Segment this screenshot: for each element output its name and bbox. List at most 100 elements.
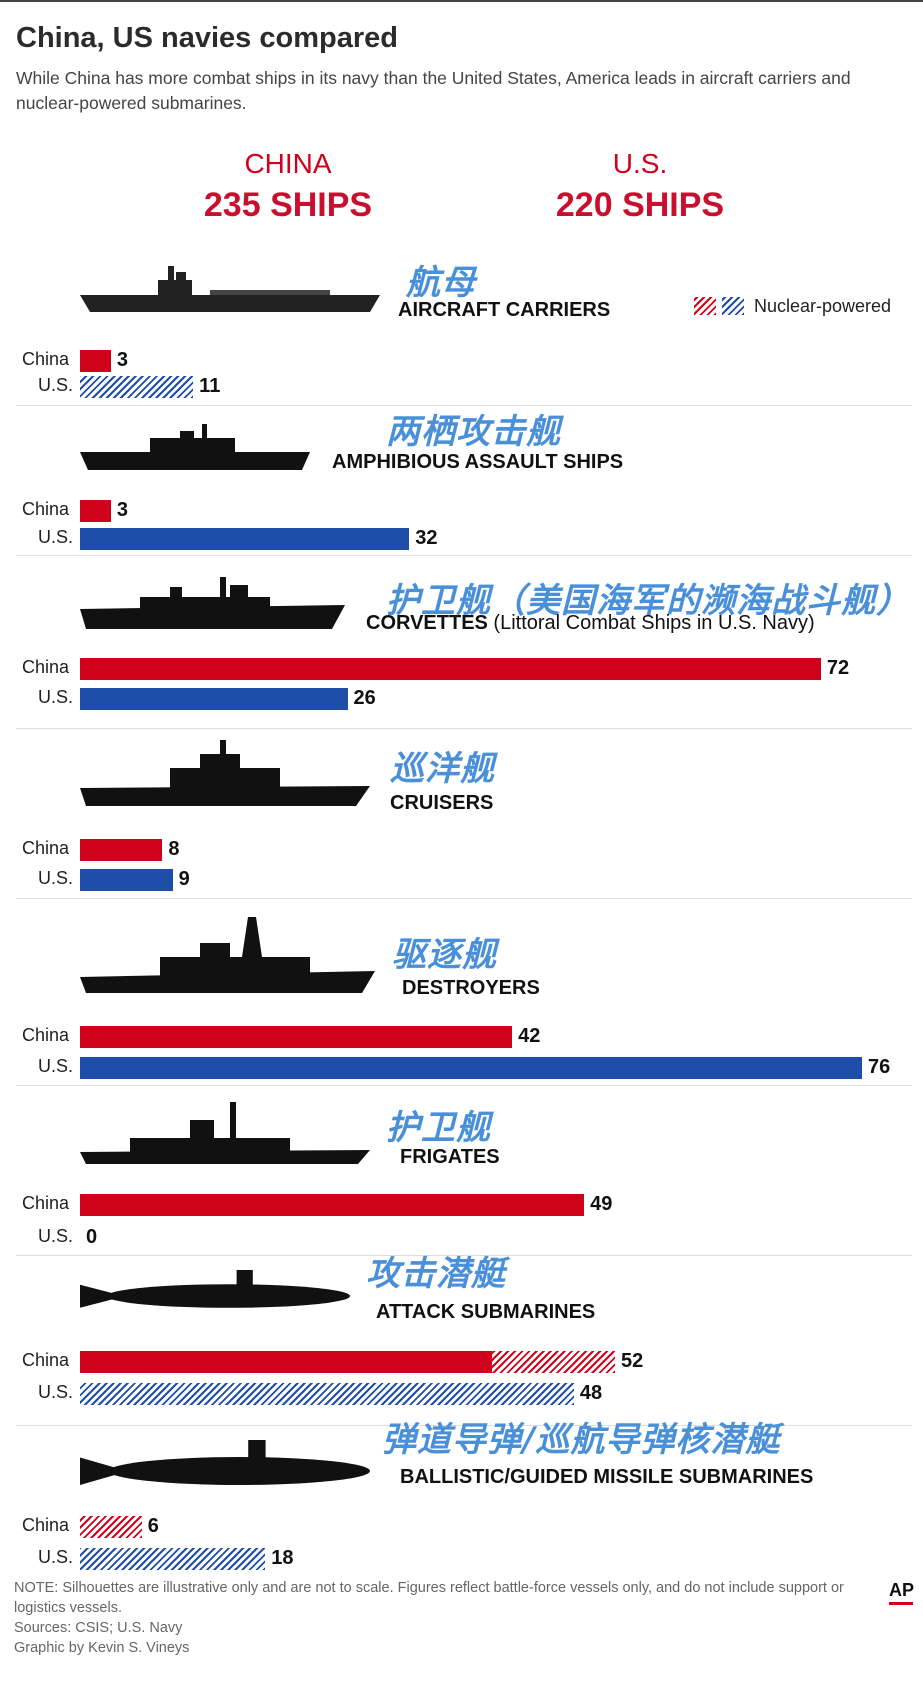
section-divider (16, 1255, 912, 1256)
footnote-sources: Sources: CSIS; U.S. Navy (14, 1620, 183, 1636)
china-row-label: China (22, 499, 70, 519)
china-row-label: China (22, 657, 70, 677)
china-row-label: China (22, 1193, 70, 1213)
us-value-label: 48 (579, 1382, 603, 1404)
us-header-label: U.S. (612, 148, 668, 179)
us-value-label: 32 (415, 527, 438, 549)
section-divider (16, 555, 912, 556)
legend-us-nuclear-swatch (722, 297, 744, 315)
ap-logo: AP (889, 1580, 915, 1600)
china-value-label: 42 (518, 1025, 541, 1047)
us-bar (80, 688, 348, 710)
category-english-label: BALLISTIC/GUIDED MISSILE SUBMARINES (400, 1466, 813, 1489)
china-row-label: China (22, 838, 70, 858)
china-bar (80, 1026, 513, 1048)
us-nuclear-bar (80, 376, 194, 398)
china-value-label: 6 (147, 1515, 159, 1537)
china-row-label: China (22, 1350, 70, 1370)
section-divider (16, 728, 912, 729)
section-divider (16, 405, 912, 406)
china-value-label: 8 (168, 838, 180, 860)
ap-logo-underline (889, 1602, 913, 1605)
category-chinese-label: 攻击潜艇 (366, 1254, 506, 1294)
category-chinese-label: 两栖攻击舰 (386, 412, 561, 452)
china-bar (80, 658, 821, 680)
category-name: ATTACK SUBMARINES (376, 1301, 596, 1323)
cruiser-silhouette-icon (80, 740, 370, 806)
us-bar (80, 1057, 862, 1079)
section-divider (16, 898, 912, 899)
section-divider (16, 1425, 912, 1426)
category-english-label: ATTACK SUBMARINES (376, 1301, 595, 1324)
corvette-silhouette-icon (80, 577, 345, 629)
china-value-label: 3 (116, 499, 128, 521)
china-nuclear-bar (80, 1516, 142, 1538)
us-row-label: U.S. (38, 1056, 74, 1076)
us-total-ships: 220 SHIPS (555, 186, 725, 224)
category-chinese-label: 驱逐舰 (392, 935, 497, 975)
destroyer-silhouette-icon (80, 917, 375, 993)
section-divider (16, 1085, 912, 1086)
footnote: NOTE: Silhouettes are illustrative only … (14, 1578, 864, 1658)
category-chinese-label: 巡洋舰 (390, 749, 495, 789)
us-value-label: 18 (271, 1547, 294, 1569)
china-bar (80, 839, 163, 861)
category-chinese-label: 护卫舰 (386, 1108, 491, 1148)
china-row-label: China (22, 349, 70, 369)
us-row-label: U.S. (38, 375, 74, 395)
category-english-label: FRIGATES (400, 1146, 500, 1169)
china-bar (80, 350, 111, 372)
category-name: AIRCRAFT CARRIERS (398, 299, 611, 321)
us-bar (80, 528, 410, 550)
category-english-label: CRUISERS (390, 792, 493, 815)
footnote-note: NOTE: Silhouettes are illustrative only … (14, 1580, 844, 1616)
category-name: DESTROYERS (402, 977, 540, 999)
us-row-label: U.S. (38, 1382, 74, 1402)
china-header-label: CHINA (244, 148, 332, 179)
legend-china-nuclear-swatch (694, 297, 716, 315)
china-total-ships: 235 SHIPS (203, 186, 373, 224)
china-bar (80, 500, 111, 522)
missile-submarine-silhouette-icon (80, 1440, 370, 1485)
category-chinese-label: 航母 (406, 263, 476, 303)
category-name: BALLISTIC/GUIDED MISSILE SUBMARINES (400, 1466, 814, 1488)
china-value-label: 49 (590, 1193, 613, 1215)
us-value-label: 26 (353, 687, 376, 709)
legend-label: Nuclear-powered (754, 296, 892, 316)
us-row-label: U.S. (38, 1547, 74, 1567)
china-row-label: China (22, 1025, 70, 1045)
china-value-label: 52 (621, 1350, 644, 1372)
category-chinese-label: 护卫舰（美国海军的濒海战斗舰） (386, 581, 911, 621)
frigate-silhouette-icon (80, 1102, 370, 1164)
attack-submarine-silhouette-icon (80, 1270, 350, 1308)
category-name: FRIGATES (400, 1146, 500, 1168)
category-name: AMPHIBIOUS ASSAULT SHIPS (332, 451, 624, 473)
category-chinese-label: 弹道导弹/巡航导弹核潜艇 (382, 1420, 781, 1460)
us-row-label: U.S. (38, 527, 74, 547)
china-value-label: 3 (116, 349, 128, 371)
china-value-label: 72 (826, 657, 850, 679)
category-english-label: CORVETTES (Littoral Combat Ships in U.S.… (366, 612, 815, 635)
us-value-label: 76 (868, 1056, 891, 1078)
china-bar (80, 1194, 585, 1216)
category-english-label: DESTROYERS (402, 977, 540, 1000)
chart-title: China, US navies compared (16, 22, 398, 54)
footnote-credit: Graphic by Kevin S. Vineys (14, 1640, 190, 1656)
category-english-label: AMPHIBIOUS ASSAULT SHIPS (332, 451, 623, 474)
china-bar (80, 1351, 492, 1373)
us-value-label: 0 (86, 1226, 98, 1248)
us-row-label: U.S. (38, 1226, 74, 1246)
us-bar (80, 869, 173, 891)
category-name: CRUISERS (390, 792, 494, 814)
category-name: CORVETTES (366, 612, 488, 634)
amphibious-ship-silhouette-icon (80, 424, 310, 470)
category-english-label: AIRCRAFT CARRIERS (398, 299, 610, 322)
us-row-label: U.S. (38, 868, 74, 888)
carrier-silhouette-icon (80, 266, 380, 312)
china-nuclear-bar (491, 1351, 616, 1373)
chart-subtitle: While China has more combat ships in its… (16, 68, 851, 113)
us-row-label: U.S. (38, 687, 74, 707)
top-rule (0, 0, 923, 2)
china-row-label: China (22, 1515, 70, 1535)
us-nuclear-bar (80, 1548, 266, 1570)
